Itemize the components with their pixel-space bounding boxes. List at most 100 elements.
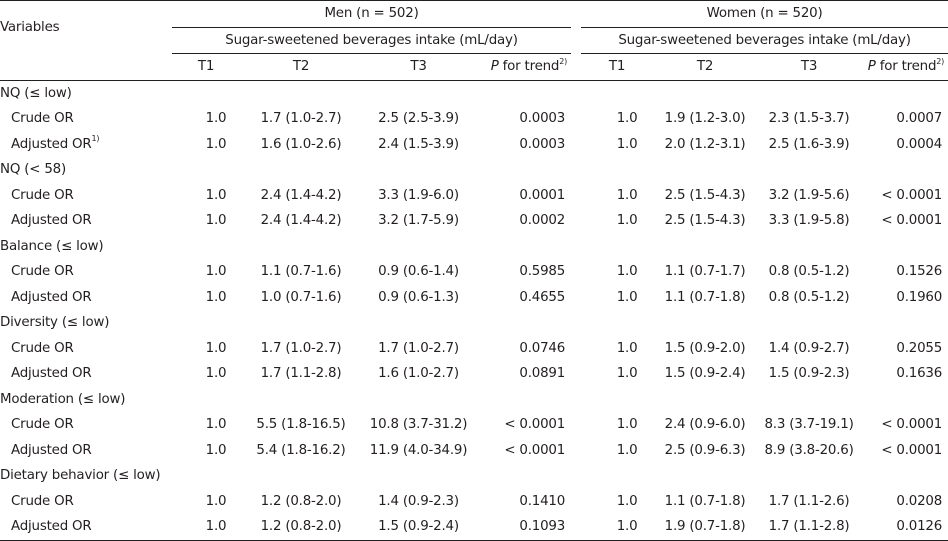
table-row: Adjusted OR 1.0 1.0 (0.7-1.6) 0.9 (0.6-1.3)… xyxy=(0,285,948,311)
men-t1-cell: 1.0 xyxy=(205,213,227,228)
table-row: Crude OR 1.0 1.7 (1.0-2.7) 1.7 (1.0-2.7) 0.0… xyxy=(0,336,948,362)
men-t1-cell: 1.0 xyxy=(205,264,227,279)
men-t2-cell: 5.4 (1.8-16.2) xyxy=(256,442,346,458)
table-row: Adjusted OR1) 1.0 1.6 (1.0-2.6) 2.4 (1.5-3.… xyxy=(0,132,948,158)
women-t3-cell: 8.3 (3.7-19.1) xyxy=(764,417,854,432)
men-t3-cell: 0.9 (0.6-1.4) xyxy=(378,264,459,279)
men-p-cell: < 0.0001 xyxy=(504,417,566,432)
group-row: Diversity (≤ low) xyxy=(0,310,948,336)
table-row: Crude OR 1.0 1.7 (1.0-2.7) 2.5 (2.5-3.9) 0.0… xyxy=(0,106,948,132)
men-p-cell: 0.0002 xyxy=(519,213,566,228)
men-p-cell: 0.0003 xyxy=(519,111,566,126)
group-row: NQ (≤ low) xyxy=(0,80,948,106)
men-t1-cell: 1.0 xyxy=(205,493,227,509)
men-t3-cell: 11.9 (4.0-34.9) xyxy=(369,442,468,458)
men-t1-cell: 1.0 xyxy=(205,340,227,356)
table-row: Adjusted OR 1.0 1.2 (0.8-2.0) 1.5 (0.9-2.4)… xyxy=(0,514,948,541)
men-p-cell: 0.0001 xyxy=(519,187,566,203)
women-t1-cell: 1.0 xyxy=(616,264,638,279)
group-label: Moderation (≤ low) xyxy=(0,391,126,407)
women-p-cell: 0.0208 xyxy=(896,493,943,509)
women-t1-cell: 1.0 xyxy=(581,514,654,541)
women-t3-cell: 1.7 (1.1-2.8) xyxy=(757,514,862,541)
table-row: Crude OR 1.0 1.1 (0.7-1.6) 0.9 (0.6-1.4) 0.5… xyxy=(0,259,948,285)
group-row: Balance (≤ low) xyxy=(0,234,948,260)
men-t2-cell: 1.2 (0.8-2.0) xyxy=(240,514,362,541)
women-t1-cell: 1.0 xyxy=(616,136,638,152)
row-label: Adjusted OR xyxy=(0,514,172,541)
women-t1-cell: 1.0 xyxy=(616,366,638,381)
row-label: Crude OR xyxy=(11,187,74,203)
group-row: Dietary behavior (≤ low) xyxy=(0,463,948,489)
women-p-cell: 0.0126 xyxy=(861,514,948,541)
women-header: Women (n = 520) xyxy=(581,0,948,28)
women-t2-cell: 1.1 (0.7-1.7) xyxy=(664,264,746,279)
women-t2-cell: 2.5 (1.5-4.3) xyxy=(664,187,746,203)
men-t3-cell: 1.7 (1.0-2.7) xyxy=(378,340,459,356)
women-t2-cell: 1.1 (0.7-1.8) xyxy=(664,289,746,305)
men-p-cell: 0.4655 xyxy=(519,289,566,305)
women-t3-cell: 0.8 (0.5-1.2) xyxy=(768,264,850,279)
men-t3-cell: 0.9 (0.6-1.3) xyxy=(378,289,459,305)
women-p-cell: 0.0004 xyxy=(896,136,943,152)
women-t2-cell: 1.5 (0.9-2.0) xyxy=(664,340,746,356)
men-p-cell: 0.1093 xyxy=(475,514,572,541)
men-header: Men (n = 502) xyxy=(172,0,572,28)
women-t1-cell: 1.0 xyxy=(616,213,638,228)
men-t1-cell: 1.0 xyxy=(205,111,227,126)
group-row: Moderation (≤ low) xyxy=(0,387,948,413)
men-t2-header: T2 xyxy=(240,53,362,81)
women-t3-cell: 1.5 (0.9-2.3) xyxy=(768,366,850,381)
men-t3-cell: 3.3 (1.9-6.0) xyxy=(378,187,459,203)
women-t3-cell: 2.5 (1.6-3.9) xyxy=(768,136,850,152)
women-t1-cell: 1.0 xyxy=(616,111,638,126)
table-header: Variables Men (n = 502) Women (n = 520) … xyxy=(0,0,948,81)
men-t3-cell: 1.5 (0.9-2.4) xyxy=(362,514,475,541)
group-label: NQ (≤ low) xyxy=(0,85,72,101)
men-t3-cell: 2.5 (2.5-3.9) xyxy=(378,111,459,126)
group-label: Balance (≤ low) xyxy=(0,238,104,254)
women-t2-cell: 2.5 (1.5-4.3) xyxy=(664,213,746,228)
men-t1-cell: 1.0 xyxy=(205,136,227,152)
women-p-cell: 0.1636 xyxy=(896,366,943,381)
men-t3-header: T3 xyxy=(362,53,475,81)
group-row: NQ (< 58) xyxy=(0,157,948,183)
men-p-cell: < 0.0001 xyxy=(504,442,566,458)
women-t3-cell: 8.9 (3.8-20.6) xyxy=(764,442,854,458)
women-t2-cell: 1.9 (1.2-3.0) xyxy=(664,111,746,126)
row-label: Crude OR xyxy=(11,340,74,356)
women-p-cell: < 0.0001 xyxy=(881,417,943,432)
men-t1-cell: 1.0 xyxy=(205,442,227,458)
men-t3-cell: 1.4 (0.9-2.3) xyxy=(378,493,459,509)
men-t2-cell: 1.7 (1.0-2.7) xyxy=(260,111,342,126)
men-p-cell: 0.0746 xyxy=(519,340,566,356)
row-label: Adjusted OR xyxy=(11,213,92,228)
table-row: Crude OR 1.0 2.4 (1.4-4.2) 3.3 (1.9-6.0) 0.0… xyxy=(0,183,948,209)
men-p-cell: 0.1410 xyxy=(519,493,566,509)
women-t3-cell: 1.7 (1.1-2.6) xyxy=(768,493,850,509)
men-t2-cell: 1.1 (0.7-1.6) xyxy=(260,264,342,279)
women-t1-cell: 1.0 xyxy=(616,340,638,356)
group-label: Dietary behavior (≤ low) xyxy=(0,468,161,483)
men-t1-cell: 1.0 xyxy=(205,289,227,305)
header-row-2: Sugar-sweetened beverages intake (mL/day… xyxy=(0,27,948,54)
table-row: Adjusted OR 1.0 1.7 (1.1-2.8) 1.6 (1.0-2.7)… xyxy=(0,361,948,387)
variables-header: Variables xyxy=(0,0,172,54)
row-label: Adjusted OR xyxy=(11,366,92,381)
men-t2-cell: 2.4 (1.4-4.2) xyxy=(260,187,342,203)
women-t3-cell: 1.4 (0.9-2.7) xyxy=(768,340,850,356)
men-t2-cell: 2.4 (1.4-4.2) xyxy=(260,213,342,228)
men-p-trend-header: P for trend2) xyxy=(475,53,572,81)
footnote-marker: 1) xyxy=(91,134,100,144)
women-t3-cell: 3.2 (1.9-5.6) xyxy=(768,187,850,203)
men-p-cell: 0.0891 xyxy=(519,366,566,381)
men-t2-cell: 1.6 (1.0-2.6) xyxy=(260,136,342,152)
women-t1-cell: 1.0 xyxy=(616,493,638,509)
men-t3-cell: 10.8 (3.7-31.2) xyxy=(369,417,468,432)
women-p-trend-header: P for trend2) xyxy=(861,53,948,81)
men-t3-cell: 2.4 (1.5-3.9) xyxy=(378,136,459,152)
table-row: Adjusted OR 1.0 2.4 (1.4-4.2) 3.2 (1.7-5.9)… xyxy=(0,208,948,234)
table-body: NQ (≤ low) Crude OR 1.0 1.7 (1.0-2.7) 2.5 (2… xyxy=(0,80,948,541)
men-t2-cell: 1.0 (0.7-1.6) xyxy=(260,289,342,305)
